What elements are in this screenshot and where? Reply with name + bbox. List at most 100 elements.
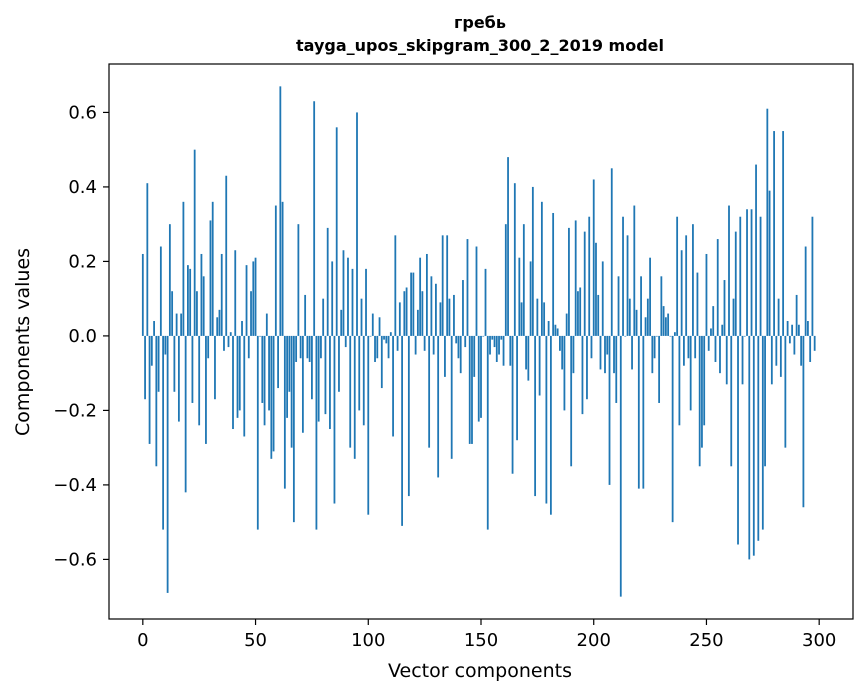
chart-subtitle: tayga_upos_skipgram_300_2_2019 model xyxy=(296,36,664,55)
bar xyxy=(707,335,710,351)
bar xyxy=(180,313,183,336)
bar xyxy=(680,250,683,336)
bar xyxy=(791,324,794,336)
bar xyxy=(561,335,564,370)
bar xyxy=(335,127,338,336)
bar xyxy=(288,335,291,392)
bar xyxy=(281,201,284,336)
bar xyxy=(489,335,491,355)
bar xyxy=(540,201,543,336)
bar xyxy=(536,298,539,336)
bar xyxy=(667,313,670,336)
bar xyxy=(773,131,775,336)
x-tick-label: 300 xyxy=(802,630,836,651)
x-tick-label: 250 xyxy=(689,630,723,651)
bar xyxy=(268,335,270,411)
bar xyxy=(410,272,413,336)
bar xyxy=(782,131,785,336)
bar xyxy=(784,335,787,448)
bar xyxy=(344,335,347,348)
bar xyxy=(159,246,162,336)
bar xyxy=(534,335,537,497)
bar xyxy=(662,306,665,336)
bar xyxy=(342,250,345,336)
bar xyxy=(274,205,277,336)
bar xyxy=(243,335,246,437)
bar xyxy=(464,335,467,348)
bar xyxy=(446,235,449,336)
bar xyxy=(380,335,383,389)
bar xyxy=(283,335,286,489)
bar xyxy=(651,335,654,374)
bar xyxy=(155,335,158,467)
bar xyxy=(619,335,622,597)
bar xyxy=(728,205,730,336)
bar xyxy=(491,335,494,340)
bar xyxy=(227,335,230,348)
bar xyxy=(261,335,264,403)
bar xyxy=(448,298,451,336)
bar xyxy=(250,291,252,336)
bar xyxy=(320,335,322,359)
bar xyxy=(599,335,602,370)
bar xyxy=(146,183,149,336)
bar xyxy=(712,306,715,336)
bar xyxy=(563,335,566,411)
x-tick-label: 50 xyxy=(244,630,267,651)
bar xyxy=(813,335,816,351)
bar xyxy=(428,335,431,448)
bar xyxy=(653,335,656,359)
chart-title: гребь xyxy=(454,13,506,32)
bar xyxy=(232,335,234,430)
bar xyxy=(279,86,282,336)
bar xyxy=(196,291,198,336)
bar xyxy=(416,309,419,336)
bar xyxy=(685,235,688,336)
bar xyxy=(513,183,516,336)
bar xyxy=(579,287,582,336)
bar xyxy=(716,239,719,336)
bar xyxy=(696,272,699,336)
bar xyxy=(265,313,268,336)
bar xyxy=(317,335,320,422)
bar xyxy=(631,335,633,370)
bar xyxy=(353,335,356,459)
bar xyxy=(216,317,219,336)
bar xyxy=(595,242,597,336)
bar xyxy=(405,287,408,336)
bar xyxy=(457,335,460,359)
bar xyxy=(177,335,180,422)
bar xyxy=(525,335,527,370)
bar xyxy=(644,317,647,336)
bar xyxy=(543,302,546,336)
bar xyxy=(800,335,803,366)
bar xyxy=(549,335,552,515)
bar xyxy=(516,335,518,441)
bar xyxy=(793,335,796,355)
bar xyxy=(775,335,778,366)
bar xyxy=(349,335,352,448)
bar xyxy=(507,157,509,336)
bar xyxy=(759,216,762,336)
bar xyxy=(425,253,428,336)
bar xyxy=(615,335,618,403)
bar xyxy=(238,335,241,411)
bar xyxy=(664,317,667,336)
bar xyxy=(788,335,791,344)
bar xyxy=(556,328,559,336)
bar xyxy=(173,335,176,392)
bar xyxy=(421,291,424,336)
bar xyxy=(412,272,415,336)
bar xyxy=(725,335,728,385)
bar xyxy=(809,335,812,362)
bar xyxy=(256,335,259,530)
bar xyxy=(254,257,257,336)
bar xyxy=(396,335,399,351)
bar xyxy=(683,335,685,366)
bar xyxy=(340,309,343,336)
bar xyxy=(737,335,739,545)
bar xyxy=(493,335,496,348)
bar xyxy=(764,335,766,467)
bar xyxy=(797,324,800,336)
